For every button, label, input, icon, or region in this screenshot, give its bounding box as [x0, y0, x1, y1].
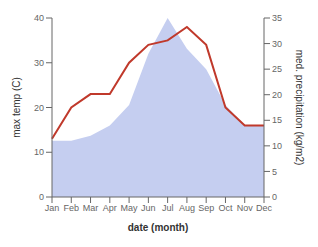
svg-text:20: 20	[272, 90, 282, 100]
svg-text:30: 30	[272, 39, 282, 49]
svg-text:max temp (C): max temp (C)	[11, 77, 22, 138]
svg-text:40: 40	[34, 13, 44, 23]
svg-text:date (month): date (month)	[128, 222, 189, 233]
svg-text:Feb: Feb	[64, 203, 80, 213]
svg-text:15: 15	[272, 115, 282, 125]
svg-text:Jan: Jan	[45, 203, 60, 213]
svg-text:0: 0	[272, 192, 277, 202]
svg-text:35: 35	[272, 13, 282, 23]
svg-text:Dec: Dec	[256, 203, 273, 213]
svg-text:Jul: Jul	[162, 203, 174, 213]
svg-text:Oct: Oct	[218, 203, 233, 213]
svg-text:med. precipitation (kg/m2): med. precipitation (kg/m2)	[294, 50, 305, 166]
svg-text:Sep: Sep	[198, 203, 214, 213]
svg-text:Nov: Nov	[237, 203, 254, 213]
svg-text:0: 0	[39, 192, 44, 202]
svg-text:Aug: Aug	[179, 203, 195, 213]
svg-text:30: 30	[34, 58, 44, 68]
svg-text:10: 10	[272, 141, 282, 151]
svg-text:20: 20	[34, 103, 44, 113]
svg-text:10: 10	[34, 147, 44, 157]
svg-text:Apr: Apr	[103, 203, 117, 213]
svg-text:Mar: Mar	[83, 203, 99, 213]
svg-text:May: May	[121, 203, 139, 213]
svg-text:25: 25	[272, 64, 282, 74]
svg-text:5: 5	[272, 167, 277, 177]
svg-text:Jun: Jun	[141, 203, 156, 213]
